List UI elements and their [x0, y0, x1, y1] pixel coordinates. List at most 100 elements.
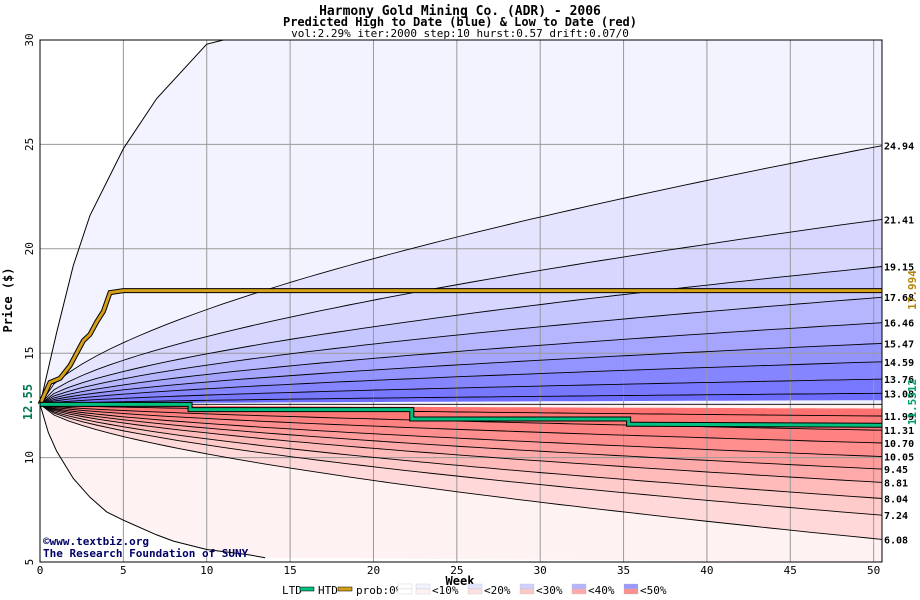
credit-site-text: www.textbiz.org — [50, 535, 149, 548]
legend-swatch-upper-5 — [623, 583, 639, 590]
end-label-3: 17.68 — [884, 293, 914, 304]
band-lower-0 — [40, 404, 882, 540]
y-tick-label-20: 20 — [23, 242, 36, 255]
legend-label-2: <20% — [484, 584, 511, 597]
percentile-line-3 — [39, 296, 883, 405]
outer-envelope — [39, 39, 266, 559]
legend-swatch-lower-4 — [571, 588, 587, 595]
end-label-1: 21.41 — [884, 215, 914, 226]
band-upper-6 — [40, 361, 882, 405]
y-tick-label-30: 30 — [23, 33, 36, 46]
end-label-17: 6.08 — [884, 535, 908, 546]
y-tick-label-5: 5 — [23, 559, 36, 566]
percentile-bands — [40, 40, 882, 562]
x-tick-label-35: 35 — [617, 564, 630, 577]
y-axis-ticks: 5 10 15 20 25 30 — [23, 33, 36, 565]
legend-swatch-upper-4 — [571, 583, 587, 590]
legend-ltd-swatch — [299, 586, 315, 592]
outer-lower-line — [39, 404, 266, 559]
x-tick-label-0: 0 — [37, 564, 44, 577]
x-tick-label-40: 40 — [700, 564, 713, 577]
band-lower-3 — [40, 404, 882, 483]
x-axis-ticks: 0 5 10 15 20 25 30 35 40 45 50 — [37, 564, 881, 577]
htd-end-label: 17.994 — [906, 270, 919, 310]
x-tick-label-5: 5 — [120, 564, 127, 577]
end-label-9: 11.99 — [884, 412, 914, 423]
legend-swatch-upper-3 — [519, 583, 535, 590]
percentile-line-7 — [39, 378, 883, 405]
legend-swatch-upper-0 — [397, 583, 413, 590]
legend-swatch-lower-1 — [415, 588, 431, 595]
legend-swatch-upper-1 — [415, 583, 431, 590]
x-tick-label-45: 45 — [784, 564, 797, 577]
band-lower-5 — [40, 404, 882, 457]
x-tick-label-20: 20 — [367, 564, 380, 577]
x-tick-label-25: 25 — [450, 564, 463, 577]
x-tick-label-10: 10 — [200, 564, 213, 577]
band-lower-1 — [40, 404, 882, 516]
legend-label-5: <50% — [640, 584, 667, 597]
band-upper-5 — [40, 343, 882, 405]
credit-foundation: The Research Foundation of SUNY — [43, 547, 249, 560]
y-tick-label-10: 10 — [23, 451, 36, 464]
legend-swatch-lower-0 — [397, 588, 413, 595]
percentile-line-0 — [39, 145, 883, 405]
percentile-end-labels: 24.94 21.41 19.15 17.68 16.46 15.47 14.59 13.76… — [884, 142, 914, 547]
percentile-line-17 — [39, 404, 883, 540]
chart-subtitle: Predicted High to Date (blue) & Low to D… — [283, 15, 637, 29]
band-upper-1 — [40, 219, 882, 405]
legend-label-4: <40% — [588, 584, 615, 597]
percentile-line-4 — [39, 322, 883, 405]
end-label-10: 11.31 — [884, 426, 914, 437]
legend-swatch-upper-2 — [467, 583, 483, 590]
legend-htd-label: HTD — [318, 584, 338, 597]
chart-params: vol:2.29% iter:2000 step:10 hurst:0.57 d… — [291, 27, 629, 40]
legend-prob-label: prob:0% — [356, 584, 403, 597]
chart-title: Harmony Gold Mining Co. (ADR) - 2006 — [319, 4, 601, 19]
band-upper-0 — [40, 145, 882, 405]
percentile-line-12 — [39, 403, 883, 458]
legend-swatch-lower-5 — [623, 588, 639, 595]
ltd-line — [40, 402, 883, 427]
end-label-8: 13.08 — [884, 389, 914, 400]
end-label-2: 19.15 — [884, 263, 914, 274]
percentile-line-11 — [39, 403, 883, 444]
band-upper-2 — [40, 266, 882, 405]
band-lower-6 — [40, 404, 882, 443]
legend-htd-swatch — [337, 586, 353, 592]
end-label-16: 7.24 — [884, 511, 908, 522]
y-tick-label-25: 25 — [23, 138, 36, 151]
percentile-line-16 — [39, 404, 883, 516]
x-axis-label: Week — [446, 574, 476, 588]
end-label-11: 10.70 — [884, 439, 914, 450]
percentile-line-9 — [39, 403, 883, 417]
band-upper-7 — [40, 379, 882, 405]
outer-upper-line — [39, 39, 224, 405]
legend-label-1: <10% — [432, 584, 459, 597]
band-upper-8 — [40, 393, 882, 405]
legend: LTD HTD prob:0% <10% <20% <30% <40% <50% — [282, 583, 667, 597]
percentile-line-8 — [39, 392, 883, 405]
percentile-line-6 — [39, 361, 883, 405]
htd-line — [38, 289, 882, 406]
htd-ltd-paths — [37, 288, 883, 428]
band-lower-4 — [40, 404, 882, 470]
legend-swatch-lower-3 — [519, 588, 535, 595]
start-price-label: 12.55 — [21, 384, 35, 420]
end-label-13: 9.45 — [884, 465, 908, 476]
end-label-7: 13.76 — [884, 375, 914, 386]
end-label-0: 24.94 — [884, 142, 914, 153]
percentile-line-5 — [39, 342, 883, 405]
end-label-15: 8.04 — [884, 495, 908, 506]
legend-swatch-lower-2 — [467, 588, 483, 595]
percentile-line-14 — [39, 403, 883, 483]
credit-site: ©www.textbiz.org — [43, 535, 149, 548]
percentile-line-1 — [39, 218, 883, 405]
end-label-5: 15.47 — [884, 339, 914, 350]
end-label-6: 14.59 — [884, 358, 914, 369]
band-upper-4 — [40, 322, 882, 405]
end-label-12: 10.05 — [884, 453, 914, 464]
legend-ltd-label: LTD — [282, 584, 302, 597]
end-label-14: 8.81 — [884, 478, 908, 489]
